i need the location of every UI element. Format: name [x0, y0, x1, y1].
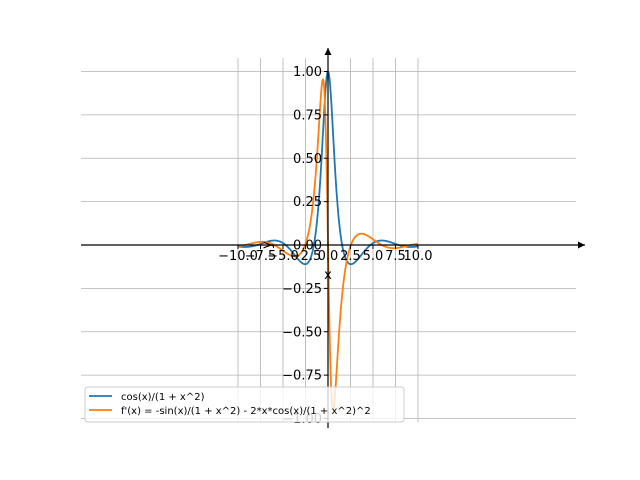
x-tick-label-8: 10.0	[404, 249, 433, 264]
x-tick-label-5: 2.5	[340, 249, 361, 264]
x-tick-label-7: 7.5	[385, 249, 406, 264]
legend-entry-cos: cos(x)/(1 + x^2)	[121, 392, 205, 403]
y-axis-arrow-icon	[324, 48, 332, 55]
y-axis-label: y	[260, 241, 275, 249]
x-tick-label-0: −10.0	[218, 249, 258, 264]
x-tick-label-2: −5.0	[267, 249, 299, 264]
legend-entry-derivative: f'(x) = -sin(x)/(1 + x^2) - 2*x*cos(x)/(…	[121, 406, 371, 417]
x-tick-label-1: −7.5	[245, 249, 277, 264]
y-tick-label-6: 0.50	[293, 152, 322, 167]
legend: cos(x)/(1 + x^2) f'(x) = -sin(x)/(1 + x^…	[84, 386, 405, 423]
y-tick-label-2: −0.50	[282, 325, 322, 340]
x-tick-label-6: 5.0	[363, 249, 384, 264]
x-tick-label-4: 0.0	[318, 249, 339, 264]
y-tick-label-3: −0.25	[282, 282, 322, 297]
y-tick-label-7: 0.75	[293, 108, 322, 123]
x-tick-label-3: −2.5	[290, 249, 322, 264]
legend-box	[84, 386, 405, 423]
x-axis-arrow-icon	[578, 241, 585, 249]
y-tick-label-4: 0.00	[293, 239, 322, 254]
ticks: −10.0−7.5−5.0−2.50.02.55.07.510.0−1.00−0…	[218, 65, 432, 427]
y-tick-label-8: 1.00	[293, 65, 322, 80]
y-tick-label-5: 0.25	[293, 195, 322, 210]
y-tick-label-1: −0.75	[282, 369, 322, 384]
x-axis-label: x	[324, 268, 332, 283]
axes	[81, 48, 585, 428]
